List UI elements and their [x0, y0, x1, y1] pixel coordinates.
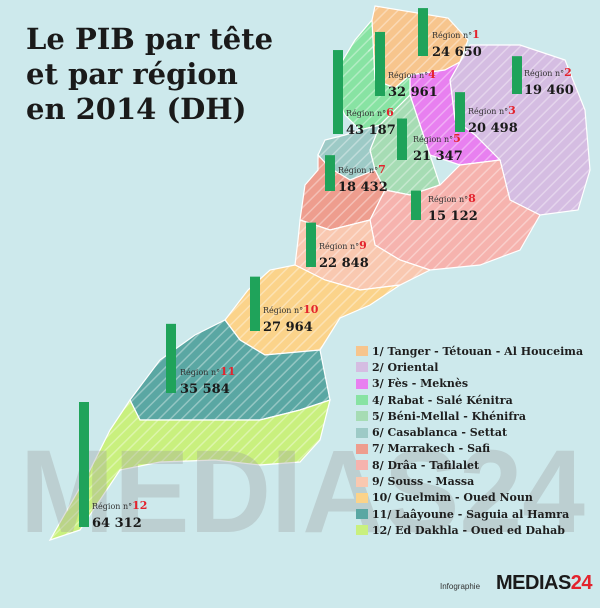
region-badge-2: Région n°2 [524, 66, 572, 79]
credit-label: Infographie [440, 582, 481, 591]
value-label-region-10: 27 964 [263, 320, 313, 335]
title-line-1: Le PIB par tête [26, 22, 274, 56]
legend-label-1: 1/ Tanger - Tétouan - Al Houceima [372, 344, 584, 358]
legend-item-12: 12/ Ed Dakhla - Oued ed Dahab [356, 522, 596, 538]
region-hatch-11 [130, 320, 330, 420]
legend-item-5: 5/ Béni-Mellal - Khénifra [356, 408, 596, 424]
legend-label-9: 9/ Souss - Massa [372, 475, 475, 489]
legend-label-5: 5/ Béni-Mellal - Khénifra [372, 409, 526, 423]
region-badge-3: Région n°3 [468, 104, 516, 117]
legend-item-6: 6/ Casablanca - Settat [356, 424, 596, 440]
legend-label-12: 12/ Ed Dakhla - Oued ed Dahab [372, 523, 565, 537]
region-badge-7: Région n°7 [338, 163, 386, 176]
region-badge-1: Région n°1 [432, 28, 480, 41]
region-hatch-12 [50, 400, 330, 540]
bar-region-1 [418, 8, 428, 56]
bar-region-9 [306, 222, 316, 267]
legend-swatch-2 [356, 362, 368, 373]
legend-swatch-10 [356, 492, 368, 503]
legend-swatch-5 [356, 411, 368, 422]
bar-region-3 [455, 92, 465, 132]
region-hatch-4 [335, 20, 410, 130]
value-label-region-12: 64 312 [92, 516, 142, 531]
bar-region-4 [375, 31, 385, 96]
legend-swatch-11 [356, 509, 368, 520]
legend-swatch-4 [356, 395, 368, 406]
bar-region-11 [166, 323, 176, 393]
value-label-region-11: 35 584 [180, 382, 230, 397]
value-label-region-8: 15 122 [428, 209, 478, 224]
legend-item-10: 10/ Guelmim - Oued Noun [356, 490, 596, 506]
region-hatch-3 [410, 62, 500, 165]
bar-region-8 [411, 190, 421, 220]
value-label-region-3: 20 498 [468, 121, 518, 136]
value-label-region-5: 21 347 [413, 149, 463, 164]
bar-region-6 [333, 50, 343, 134]
legend-label-4: 4/ Rabat - Salé Kénitra [372, 393, 513, 407]
legend-item-1: 1/ Tanger - Tétouan - Al Houceima [356, 343, 596, 359]
legend-item-8: 8/ Drâa - Tafilalet [356, 457, 596, 473]
watermark-text: MEDIAS24 [20, 426, 585, 558]
region-badge-5: Région n°5 [413, 132, 461, 145]
value-label-region-6: 43 187 [346, 123, 396, 138]
region-badge-8: Région n°8 [428, 192, 476, 205]
region-hatch-8 [370, 160, 540, 270]
legend-swatch-6 [356, 427, 368, 438]
logo-number: 24 [570, 572, 593, 594]
legend-label-10: 10/ Guelmim - Oued Noun [372, 491, 533, 505]
logo-brand: MEDIAS [496, 572, 571, 594]
legend-swatch-12 [356, 525, 368, 536]
value-label-region-4: 32 961 [388, 85, 438, 100]
legend-item-3: 3/ Fès - Meknès [356, 376, 596, 392]
legend-swatch-3 [356, 378, 368, 389]
region-badge-10: Région n°10 [263, 303, 319, 316]
medias24-logo: MEDIAS24 [496, 572, 593, 595]
region-badge-12: Région n°12 [92, 499, 147, 512]
legend-swatch-8 [356, 460, 368, 471]
value-label-region-1: 24 650 [432, 45, 482, 60]
legend-item-2: 2/ Oriental [356, 359, 596, 375]
bar-region-5 [397, 118, 407, 160]
chart-title: Le PIB par tête et par région en 2014 (D… [26, 22, 316, 127]
legend-swatch-1 [356, 346, 368, 357]
legend-item-11: 11/ Laâyoune - Saguia al Hamra [356, 506, 596, 522]
bar-region-2 [512, 56, 522, 94]
legend-label-8: 8/ Drâa - Tafilalet [372, 458, 480, 472]
value-label-region-7: 18 432 [338, 180, 388, 195]
region-hatch-9 [295, 220, 430, 290]
legend-label-11: 11/ Laâyoune - Saguia al Hamra [372, 507, 570, 521]
region-badge-11: Région n°11 [180, 365, 235, 378]
title-line-3: en 2014 (DH) [26, 92, 247, 126]
region-hatch-2 [450, 45, 590, 215]
legend-swatch-7 [356, 443, 368, 454]
title-line-2: et par région [26, 57, 238, 91]
bar-region-12 [79, 402, 89, 527]
legend-item-4: 4/ Rabat - Salé Kénitra [356, 392, 596, 408]
bar-region-10 [250, 276, 260, 331]
legend: 1/ Tanger - Tétouan - Al Houceima 2/ Orie… [356, 343, 596, 539]
value-label-region-9: 22 848 [319, 256, 369, 271]
legend-swatch-9 [356, 476, 368, 487]
bar-region-7 [325, 155, 335, 191]
region-hatch-10 [225, 265, 400, 355]
value-label-region-2: 19 460 [524, 83, 574, 98]
legend-label-6: 6/ Casablanca - Settat [372, 426, 508, 440]
legend-item-7: 7/ Marrakech - Safi [356, 441, 596, 457]
region-badge-9: Région n°9 [319, 239, 367, 252]
region-hatch-7 [300, 155, 385, 230]
region-badge-4: Région n°4 [388, 68, 436, 81]
legend-label-7: 7/ Marrakech - Safi [372, 442, 491, 456]
credit: Infographie MEDIAS24 [440, 570, 600, 598]
legend-label-2: 2/ Oriental [372, 360, 439, 374]
region-badge-6: Région n°6 [346, 106, 394, 119]
legend-item-9: 9/ Souss - Massa [356, 473, 596, 489]
legend-label-3: 3/ Fès - Meknès [372, 377, 469, 391]
